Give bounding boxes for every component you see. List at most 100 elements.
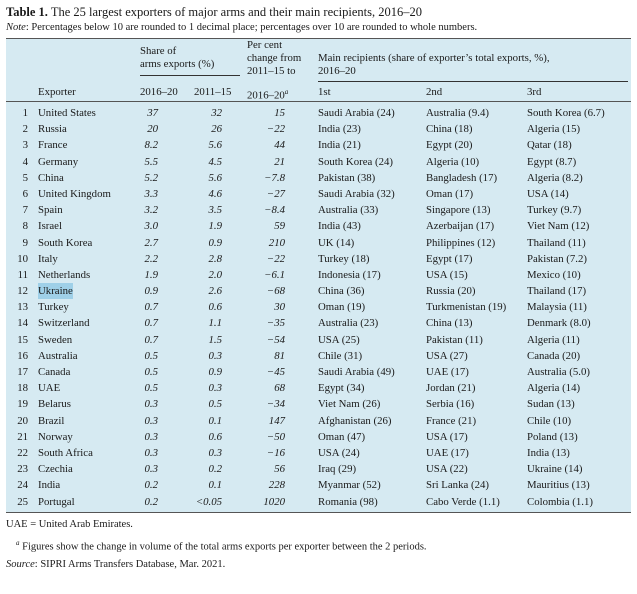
row-pct-change: 44 (274, 139, 285, 152)
row-pct-change: 15 (274, 107, 285, 119)
row-recipient-2nd: USA (27) (426, 349, 468, 362)
row-pct-change: 210 (268, 236, 285, 249)
row-recipient-1st: Romania (98) (318, 495, 378, 508)
row-share-2011-15: 4.5 (208, 155, 223, 168)
row-exporter: Belarus (38, 398, 71, 411)
note-label: Note (6, 22, 26, 33)
row-share-2016-20: 0.3 (144, 398, 159, 411)
row-recipient-3rd: Algeria (8.2) (527, 171, 583, 184)
row-rank: 23 (17, 463, 28, 476)
row-recipient-3rd: USA (14) (527, 187, 569, 200)
row-share-2016-20: 0.7 (144, 317, 159, 330)
row-recipient-3rd: Algeria (15) (527, 123, 581, 136)
header-second: 2nd (426, 86, 443, 98)
row-share-2016-20: 0.3 (144, 463, 159, 476)
header-share-line2: arms exports (%) (140, 58, 215, 70)
row-recipient-2nd: France (21) (426, 414, 477, 427)
footnote-uae: UAE = United Arab Emirates. (6, 518, 133, 530)
row-rank: 3 (22, 139, 28, 152)
row-pct-change: −6.1 (264, 268, 285, 281)
row-exporter: Turkey (38, 301, 69, 314)
row-recipient-2nd: Bangladesh (17) (426, 171, 498, 184)
row-pct-change: −35 (266, 317, 285, 330)
row-share-2016-20: 0.5 (144, 382, 159, 395)
source-label: Source (6, 559, 35, 571)
row-recipient-2nd: Sri Lanka (24) (426, 479, 489, 492)
row-rank: 14 (17, 317, 28, 330)
row-recipient-1st: Viet Nam (26) (318, 398, 381, 411)
row-pct-change: −8.4 (264, 204, 285, 217)
header-exporter: Exporter (38, 86, 76, 98)
row-share-2011-15: <0.05 (195, 495, 222, 508)
row-share-2011-15: 2.0 (208, 268, 223, 281)
footnote-a-text: Figures show the change in volume of the… (22, 541, 427, 553)
row-exporter: Ukraine (38, 283, 73, 300)
row-pct-change: 59 (274, 220, 285, 233)
table-row: 4 Germany 5.5 4.5 21 South Korea (24) Algeria … (6, 154, 631, 170)
header-pct-line3: 2011–15 to (247, 65, 296, 77)
row-recipient-2nd: UAE (17) (426, 446, 469, 459)
row-rank: 21 (17, 430, 28, 443)
row-recipient-1st: Iraq (29) (318, 463, 357, 476)
table-row: 8 Israel 3.0 1.9 59 India (43) Azerbaijan (17)… (6, 218, 631, 234)
row-recipient-3rd: Mexico (10) (527, 268, 581, 281)
row-exporter: Russia (38, 123, 67, 136)
row-pct-change: 30 (274, 301, 285, 314)
row-share-2011-15: 5.6 (208, 139, 223, 152)
row-share-2011-15: 4.6 (208, 187, 223, 200)
row-exporter: United States (38, 107, 96, 119)
header-year-2016-20: 2016–20 (140, 86, 178, 98)
row-share-2011-15: 0.5 (208, 398, 223, 411)
table-row: 16 Australia 0.5 0.3 81 Chile (31) USA (27) Can… (6, 348, 631, 364)
data-table: Exporter Share of arms exports (%) 2016–… (6, 38, 631, 513)
row-exporter: Sweden (38, 333, 73, 346)
row-rank: 22 (17, 446, 28, 459)
row-exporter: China (38, 171, 64, 184)
row-exporter: Netherlands (38, 268, 91, 281)
footnote-a: a Figures show the change in volume of t… (6, 534, 631, 557)
row-rank: 16 (17, 349, 28, 362)
row-recipient-3rd: Qatar (18) (527, 139, 572, 152)
row-pct-change: 21 (274, 155, 285, 168)
row-pct-change: −22 (266, 252, 285, 265)
row-rank: 7 (22, 204, 28, 217)
source-text: : SIPRI Arms Transfers Database, Mar. 20… (34, 559, 226, 571)
row-pct-change: 228 (268, 479, 285, 492)
row-recipient-1st: Oman (47) (318, 430, 366, 443)
document: Table 1. The 25 largest exporters of maj… (6, 0, 631, 574)
row-share-2016-20: 8.2 (144, 139, 159, 152)
row-rank: 8 (22, 220, 28, 233)
row-exporter: South Korea (38, 236, 93, 249)
row-recipient-2nd: Turkmenistan (19) (426, 301, 507, 314)
row-recipient-1st: UK (14) (318, 236, 355, 249)
table-row: 19 Belarus 0.3 0.5 −34 Viet Nam (26) Serbia (1… (6, 396, 631, 412)
table-row: 2 Russia 20 26 −22 India (23) China (18) Algeri… (6, 121, 631, 137)
table-footnotes: UAE = United Arab Emirates. a Figures sh… (6, 516, 631, 575)
row-rank: 20 (17, 414, 28, 427)
row-share-2016-20: 0.3 (144, 430, 159, 443)
row-exporter: Norway (38, 430, 73, 443)
row-pct-change: −22 (266, 123, 285, 136)
row-recipient-2nd: Serbia (16) (426, 398, 475, 411)
row-exporter: Israel (38, 220, 62, 233)
row-recipient-2nd: UAE (17) (426, 366, 469, 378)
row-recipient-3rd: Algeria (14) (527, 382, 581, 395)
row-recipient-1st: India (21) (318, 139, 361, 152)
table-body: 1 United States 37 32 15 Saudi Arabia (24) Aus… (6, 101, 631, 512)
table-number: Table 1. (6, 5, 48, 19)
table-row: 17 Canada 0.5 0.9 −45 Saudi Arabia (49) UAE (1… (6, 364, 631, 380)
row-recipient-3rd: Viet Nam (12) (527, 220, 590, 233)
footnote-marker-a: a (284, 88, 289, 96)
row-exporter: UAE (38, 382, 61, 395)
row-recipient-1st: Turkey (18) (318, 252, 370, 265)
row-recipient-2nd: USA (15) (426, 268, 468, 281)
row-share-2016-20: 0.7 (144, 333, 159, 346)
row-recipient-2nd: Algeria (10) (426, 155, 480, 168)
header-share-line1: Share of (140, 45, 177, 57)
header-pct-years: 2016–20 (247, 89, 285, 102)
row-rank: 13 (17, 301, 28, 314)
row-recipient-3rd: Ukraine (14) (527, 463, 583, 476)
row-share-2011-15: 0.9 (208, 236, 223, 249)
row-rank: 24 (17, 479, 28, 492)
row-recipient-1st: Afghanistan (26) (318, 414, 392, 427)
